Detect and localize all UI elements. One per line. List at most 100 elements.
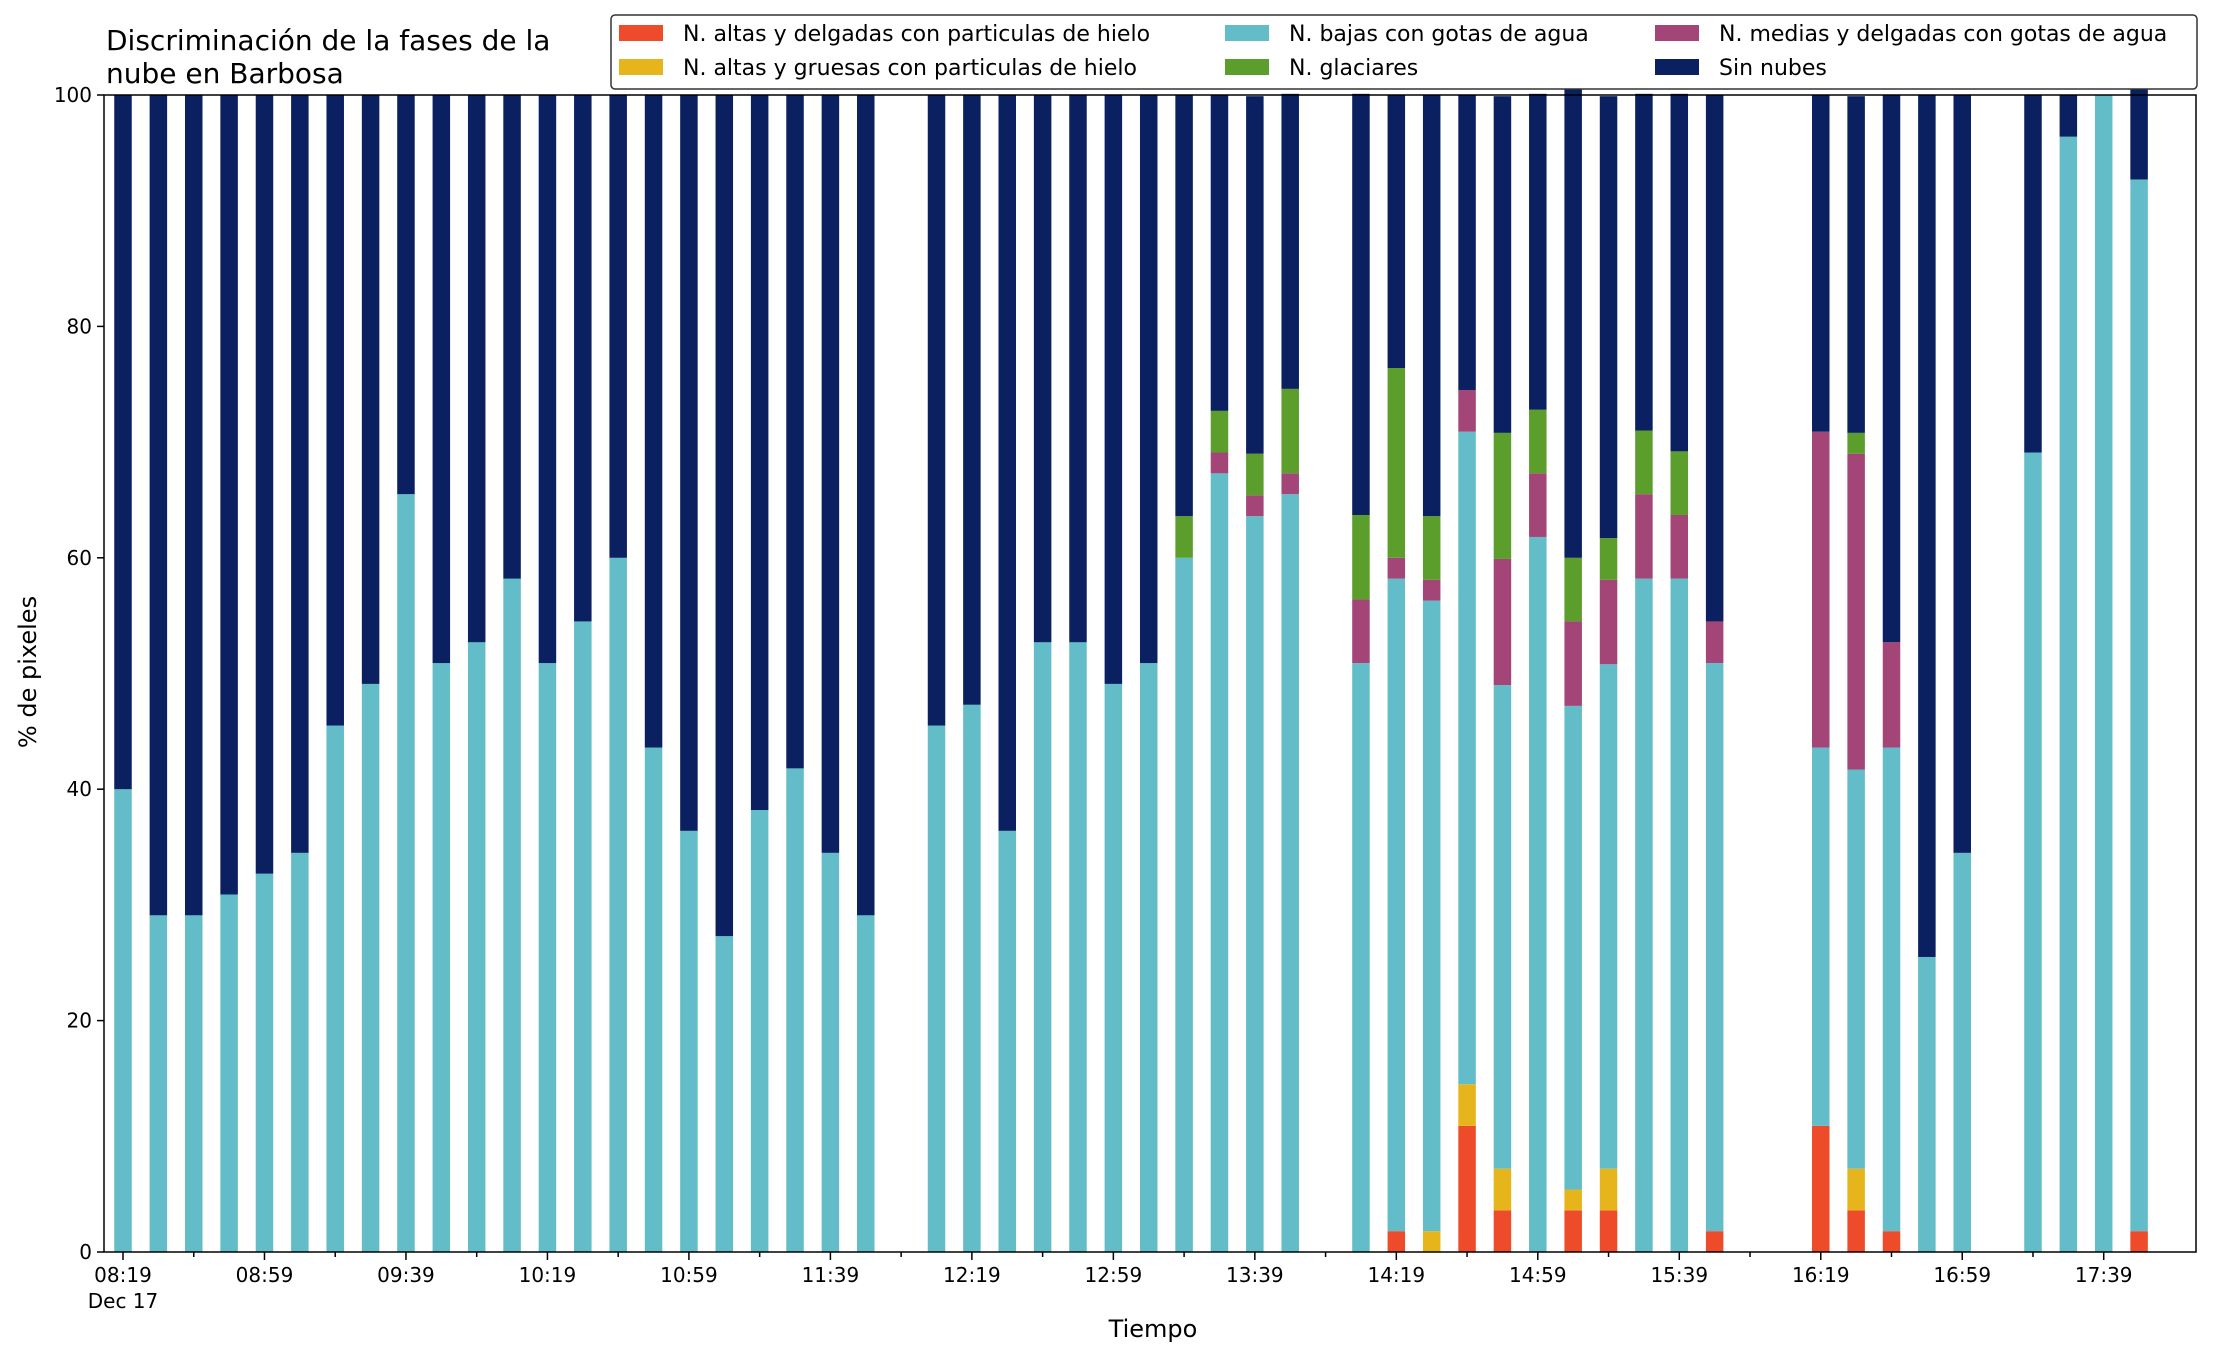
bar-segment-30-series-5 [1175, 95, 1193, 517]
bar-segment-36-series-0 [1387, 1231, 1406, 1252]
bar-segment-36-series-3 [1387, 557, 1406, 579]
bar-segment-41-series-1 [1564, 1189, 1582, 1211]
bar-segment-33-series-5 [1281, 93, 1299, 389]
bar-segment-37-series-1 [1422, 1231, 1441, 1252]
y-tick-label-5: 100 [54, 83, 92, 107]
bar-segment-23-series-2 [927, 725, 946, 1252]
bar-segment-36-series-2 [1387, 578, 1406, 1232]
bar-segment-13-series-2 [574, 621, 592, 1252]
legend-label-1: N. altas y gruesas con particulas de hie… [683, 56, 1137, 81]
bar-segment-19-series-5 [786, 95, 804, 769]
bar-segment-41-series-5 [1564, 74, 1582, 558]
bar-segment-37-series-2 [1422, 600, 1441, 1232]
bar-segment-4-series-5 [255, 95, 274, 874]
bar-segment-48-series-5 [1812, 95, 1830, 432]
x-tick-label-13: 16:59 [1933, 1263, 1991, 1287]
x-tick-label-2: 09:39 [377, 1263, 435, 1287]
bar-segment-26-series-2 [1033, 642, 1052, 1252]
legend-swatch-5 [1655, 59, 1699, 75]
bar-segment-18-series-5 [750, 95, 769, 811]
legend-swatch-1 [619, 59, 663, 75]
y-tick-label-3: 60 [67, 546, 92, 570]
bar-segment-16-series-5 [680, 95, 698, 831]
bar-segment-32-series-3 [1246, 495, 1264, 517]
bar-segment-33-series-4 [1281, 388, 1299, 474]
bar-segment-27-series-2 [1069, 642, 1087, 1252]
bar-segment-40-series-4 [1529, 409, 1547, 474]
bar-segment-6-series-5 [326, 95, 344, 726]
bar-segment-24-series-2 [963, 704, 981, 1252]
bar-segment-8-series-2 [397, 494, 415, 1252]
bar-segment-45-series-2 [1705, 663, 1724, 1232]
x-tick-label-8: 13:39 [1226, 1263, 1284, 1287]
bar-segment-44-series-3 [1670, 514, 1689, 579]
bar-segment-14-series-2 [609, 557, 627, 1252]
bar-segment-5-series-5 [291, 95, 309, 853]
bar-segment-40-series-2 [1529, 536, 1547, 1252]
y-tick-label-2: 40 [67, 777, 92, 801]
bar-segment-41-series-2 [1564, 705, 1582, 1190]
bar-segment-42-series-1 [1599, 1168, 1618, 1211]
bar-segment-41-series-4 [1564, 557, 1582, 622]
legend-swatch-4 [1225, 59, 1269, 75]
bar-segment-9-series-5 [432, 95, 451, 664]
bar-segment-30-series-4 [1175, 516, 1193, 558]
bar-segment-32-series-2 [1246, 516, 1264, 1252]
bar-segment-18-series-2 [750, 810, 769, 1252]
bar-segment-39-series-2 [1493, 685, 1512, 1169]
bar-segment-16-series-2 [680, 830, 698, 1252]
bar-segment-20-series-2 [821, 852, 840, 1252]
bar-segment-29-series-5 [1139, 95, 1158, 664]
x-tick-label-0: 08:19 [94, 1263, 152, 1287]
bar-segment-49-series-2 [1847, 769, 1865, 1169]
bar-segment-32-series-4 [1246, 453, 1264, 496]
bar-segment-38-series-0 [1458, 1125, 1476, 1252]
legend: N. altas y delgadas con particulas de hi… [610, 14, 2198, 90]
legend-label-3: N. medias y delgadas con gotas de agua [1719, 22, 2167, 47]
bar-segment-56-series-2 [2094, 95, 2113, 1252]
bar-segment-12-series-5 [538, 95, 557, 664]
x-tick-label-7: 12:59 [1085, 1263, 1143, 1287]
bar-segment-50-series-0 [1882, 1231, 1901, 1252]
legend-label-2: N. bajas con gotas de agua [1289, 22, 1589, 47]
bar-segment-49-series-4 [1847, 432, 1865, 454]
bar-segment-15-series-2 [644, 747, 663, 1252]
bar-segment-31-series-5 [1210, 95, 1229, 411]
y-tick-label-4: 80 [67, 314, 92, 338]
chart-title-line-2: nube en Barbosa [106, 57, 344, 90]
bar-segment-4-series-2 [255, 873, 274, 1252]
bar-segment-25-series-5 [998, 95, 1016, 831]
bar-segment-42-series-5 [1599, 96, 1618, 539]
bar-segment-33-series-3 [1281, 473, 1299, 495]
bar-segment-35-series-2 [1352, 663, 1370, 1252]
bar-segment-11-series-2 [503, 578, 521, 1252]
bar-segment-9-series-2 [432, 663, 451, 1252]
bar-segment-10-series-2 [467, 642, 486, 1252]
bars-layer [114, 74, 2148, 1253]
y-tick-label-0: 0 [79, 1240, 92, 1264]
bar-segment-52-series-2 [1953, 852, 1971, 1252]
bar-segment-30-series-2 [1175, 557, 1193, 1252]
bar-segment-12-series-2 [538, 663, 557, 1252]
bar-segment-41-series-0 [1564, 1210, 1582, 1252]
bar-segment-38-series-2 [1458, 431, 1476, 1085]
bar-segment-54-series-2 [2024, 452, 2042, 1252]
x-tick-label-9: 14:19 [1367, 1263, 1425, 1287]
bar-segment-39-series-3 [1493, 558, 1512, 686]
legend-label-0: N. altas y delgadas con particulas de hi… [683, 22, 1150, 47]
bar-segment-49-series-3 [1847, 453, 1865, 770]
bar-segment-2-series-5 [184, 95, 203, 916]
x-tick-label-5: 11:39 [802, 1263, 860, 1287]
bar-segment-0-series-5 [114, 95, 132, 790]
bar-segment-49-series-0 [1847, 1210, 1865, 1252]
bar-segment-50-series-5 [1882, 95, 1901, 643]
bar-segment-20-series-5 [821, 95, 840, 853]
bar-segment-45-series-5 [1705, 95, 1724, 622]
x-tick-label-14: 17:39 [2075, 1263, 2133, 1287]
bar-segment-28-series-2 [1104, 683, 1123, 1252]
bar-segment-44-series-4 [1670, 451, 1689, 515]
legend-box [610, 14, 2198, 90]
bar-segment-0-series-2 [114, 789, 132, 1252]
